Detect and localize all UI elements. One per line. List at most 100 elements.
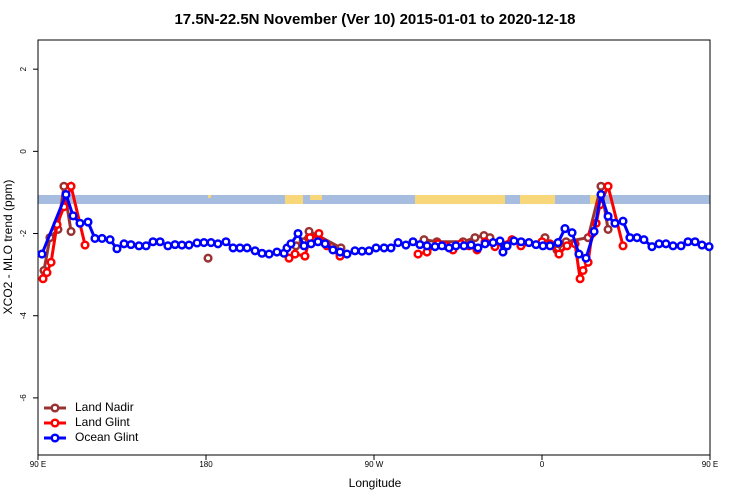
data-point — [155, 237, 165, 247]
data-point — [38, 274, 48, 284]
data-point — [134, 241, 144, 251]
data-point — [163, 241, 173, 251]
data-point — [603, 181, 613, 191]
data-point — [502, 241, 512, 251]
data-point — [314, 228, 324, 239]
data-point — [661, 239, 671, 249]
data-point — [654, 239, 664, 249]
data-point — [357, 246, 367, 256]
data-point — [690, 237, 700, 247]
legend-marker — [50, 403, 60, 413]
data-point — [203, 253, 213, 263]
data-point — [242, 243, 252, 253]
data-point — [480, 239, 490, 249]
data-point — [451, 241, 461, 251]
data-point — [603, 224, 613, 234]
data-point — [575, 274, 585, 284]
data-point — [538, 241, 548, 251]
x-tick-label: 90 E — [702, 460, 718, 469]
data-point — [495, 236, 505, 246]
data-point — [46, 257, 56, 267]
data-point — [141, 241, 151, 251]
data-point — [562, 241, 572, 251]
data-point — [683, 237, 693, 247]
data-point — [272, 247, 282, 257]
data-point — [545, 241, 555, 251]
data-point — [470, 233, 480, 243]
data-point — [206, 238, 216, 248]
data-point — [509, 236, 519, 246]
data-point — [415, 240, 425, 250]
data-point — [408, 237, 418, 247]
data-point — [618, 241, 628, 251]
data-point — [42, 268, 52, 278]
data-point — [625, 233, 635, 243]
data-point — [413, 249, 423, 259]
data-point — [184, 240, 194, 250]
y-tick-label: 0 — [19, 149, 28, 154]
data-point — [250, 246, 260, 256]
data-point — [119, 239, 129, 249]
x-tick-label: 0 — [540, 460, 545, 469]
data-point — [567, 228, 577, 238]
data-point — [386, 243, 396, 253]
data-point — [704, 242, 714, 252]
data-point — [531, 240, 541, 250]
data-point — [422, 241, 432, 251]
x-axis-label: Longitude — [349, 476, 402, 490]
data-point — [437, 241, 447, 251]
data-point — [574, 249, 584, 259]
data-point — [578, 265, 588, 276]
data-point — [284, 253, 294, 263]
data-point — [560, 224, 570, 234]
x-tick-label: 90 W — [365, 460, 384, 469]
data-point — [192, 238, 202, 248]
legend-label: Land Glint — [75, 415, 130, 429]
data-point — [596, 181, 606, 191]
data-point — [80, 240, 90, 250]
data-point — [364, 246, 374, 256]
data-point — [126, 240, 136, 250]
y-tick-label: -6 — [19, 394, 28, 402]
data-point — [213, 239, 223, 249]
data-point — [199, 238, 209, 248]
data-point — [112, 244, 122, 254]
data-point — [498, 247, 508, 257]
y-tick-label: -2 — [19, 229, 28, 237]
data-point — [97, 233, 107, 244]
data-point — [553, 238, 563, 248]
data-point — [90, 233, 100, 244]
data-point — [596, 189, 606, 200]
data-point — [444, 243, 454, 253]
data-point — [306, 239, 316, 249]
data-point — [459, 241, 469, 251]
data-point — [488, 238, 498, 248]
data-point — [430, 242, 440, 252]
data-point — [676, 241, 686, 251]
data-point — [639, 235, 649, 245]
data-point — [75, 218, 85, 228]
data-point — [221, 237, 231, 247]
data-point — [320, 239, 330, 249]
data-point — [235, 243, 245, 253]
data-point — [603, 211, 613, 221]
legend-label: Land Nadir — [75, 400, 134, 414]
data-point — [393, 238, 403, 248]
x-tick-label: 90 E — [30, 460, 46, 469]
y-tick-label: 2 — [19, 66, 28, 71]
data-point — [264, 249, 274, 259]
data-point — [379, 243, 389, 253]
legend-marker — [50, 433, 60, 443]
data-point — [401, 240, 411, 250]
data-point — [610, 218, 620, 228]
data-point — [371, 243, 381, 253]
data-point — [589, 226, 599, 237]
data-point — [293, 228, 303, 239]
data-point — [473, 243, 483, 253]
data-point — [581, 253, 591, 263]
data-point — [350, 246, 360, 256]
data-point — [516, 237, 526, 247]
data-point — [170, 240, 180, 250]
legend-label: Ocean Glint — [75, 430, 139, 444]
